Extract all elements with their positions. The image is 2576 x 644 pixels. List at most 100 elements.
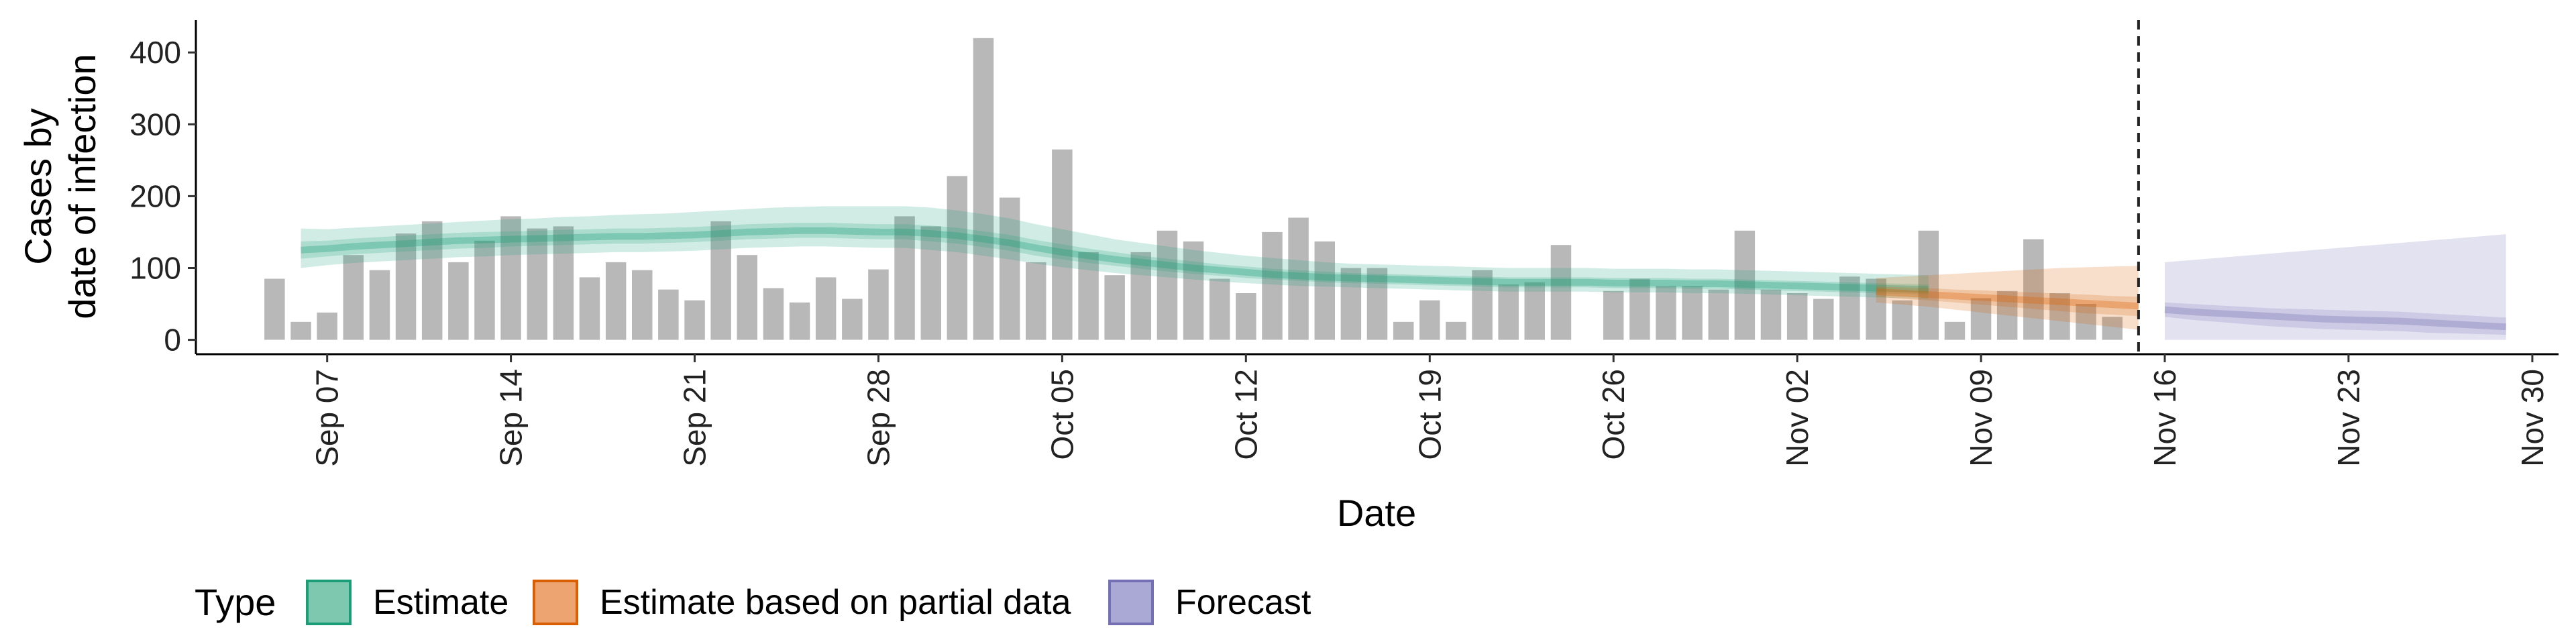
legend-title: Type <box>195 581 276 623</box>
x-tick-label: Sep 28 <box>861 369 896 467</box>
estimate-ribbon-inner <box>301 223 1929 295</box>
case-bar <box>920 226 941 340</box>
case-bar <box>1996 290 2018 340</box>
case-bar <box>947 176 968 340</box>
x-tick-label: Nov 02 <box>1780 369 1815 467</box>
forecast-ribbon-inner <box>2165 302 2506 335</box>
case-bar <box>868 269 889 340</box>
case-bar <box>1918 230 1939 340</box>
case-bar <box>1366 268 1388 340</box>
case-bar <box>1944 321 1966 340</box>
forecast-median-line <box>2164 306 2506 331</box>
x-tick-label: Sep 07 <box>310 369 345 467</box>
case-bar <box>1157 230 1178 340</box>
case-bar <box>632 270 653 340</box>
y-axis-title-line1: Cases by <box>17 108 59 264</box>
x-tick-label: Nov 30 <box>2515 369 2550 467</box>
y-tick-label: 100 <box>129 251 181 286</box>
case-bar <box>1262 231 1283 340</box>
case-bar <box>317 312 337 340</box>
estimate-based-on-partial-data-ribbon-inner <box>1876 286 2139 317</box>
case-bar <box>1866 278 1886 340</box>
case-bar <box>763 288 784 340</box>
estimate-median-line <box>301 227 1929 293</box>
case-bar <box>1813 299 1834 340</box>
legend-label-estimate: Estimate <box>373 583 508 622</box>
case-bar <box>999 197 1020 340</box>
case-bar <box>684 300 705 340</box>
case-bar <box>1629 278 1650 340</box>
y-tick-label: 300 <box>129 107 181 142</box>
case-bar <box>894 216 915 340</box>
series-layer <box>301 206 2506 340</box>
case-bar <box>448 262 469 340</box>
estimate-based-on-partial-data-ribbon-outer <box>1876 266 2139 330</box>
x-tick-label: Oct 05 <box>1044 369 1079 460</box>
x-tick-label: Oct 12 <box>1228 369 1263 460</box>
case-bar <box>1340 268 1362 340</box>
case-bar <box>1682 286 1703 340</box>
x-tick-label: Oct 26 <box>1596 369 1631 460</box>
x-tick-label: Nov 09 <box>1964 369 1998 467</box>
x-axis: Sep 07 Sep 14 Sep 21 Sep 28 Oct 05 Oct 12 Oct … <box>196 353 2559 467</box>
case-bar <box>1734 230 1756 340</box>
case-bar <box>553 226 574 340</box>
case-bar <box>395 233 417 340</box>
case-bar <box>658 289 679 340</box>
case-bar <box>710 221 731 340</box>
case-bar <box>1970 298 1992 340</box>
x-tick-label: Nov 23 <box>2331 369 2366 467</box>
bars-layer <box>264 38 2123 340</box>
case-bar <box>1786 293 1808 340</box>
x-tick-label: Oct 19 <box>1412 369 1447 460</box>
legend-swatch-forecast <box>1108 580 1154 625</box>
case-bar <box>789 302 810 340</box>
estimate-ribbon-outer <box>301 206 1929 299</box>
case-bar <box>1183 241 1204 340</box>
case-bar <box>2076 304 2096 340</box>
case-bar <box>2049 293 2070 340</box>
legend-label-forecast: Forecast <box>1175 583 1311 622</box>
case-bar <box>1446 321 1466 340</box>
y-tick-label: 0 <box>164 323 181 358</box>
y-tick-label: 200 <box>129 178 181 213</box>
case-bar <box>1104 275 1125 340</box>
case-bar <box>1550 245 1572 340</box>
case-bar <box>842 299 863 340</box>
case-bar <box>737 255 757 340</box>
case-bar <box>264 278 285 340</box>
case-bar <box>1603 290 1624 340</box>
case-bar <box>1288 217 1309 340</box>
case-bar <box>500 216 521 340</box>
case-bar <box>605 262 627 340</box>
case-bar <box>1708 289 1729 340</box>
case-bar <box>1656 286 1676 340</box>
legend-swatch-estimate <box>306 580 352 625</box>
legend-swatch-partial <box>533 580 578 625</box>
case-bar <box>1026 262 1046 340</box>
case-bar <box>1498 284 1519 340</box>
case-bar <box>1130 252 1151 340</box>
case-bar <box>1393 321 1414 340</box>
case-bar <box>2023 239 2044 340</box>
case-bar <box>1524 282 1545 340</box>
estimate-based-on-partial-data-median-line <box>1876 288 2139 310</box>
case-bar <box>1314 241 1335 340</box>
x-tick-label: Sep 14 <box>494 369 529 467</box>
case-bar <box>1209 278 1230 340</box>
case-bar <box>474 240 495 340</box>
case-bar <box>973 38 994 340</box>
case-bar <box>369 270 390 340</box>
case-bar <box>343 255 364 340</box>
y-tick-label: 400 <box>129 35 181 70</box>
case-bar <box>2102 317 2123 340</box>
case-bar <box>421 221 443 340</box>
x-axis-title: Date <box>1337 492 1416 534</box>
forecast-ribbon-outer <box>2165 234 2506 340</box>
case-bar <box>1052 149 1073 340</box>
case-bar <box>1419 300 1440 340</box>
legend: Type Estimate Estimate based on partial … <box>195 580 1311 625</box>
case-bar <box>815 277 837 340</box>
x-tick-label: Sep 21 <box>678 369 712 467</box>
